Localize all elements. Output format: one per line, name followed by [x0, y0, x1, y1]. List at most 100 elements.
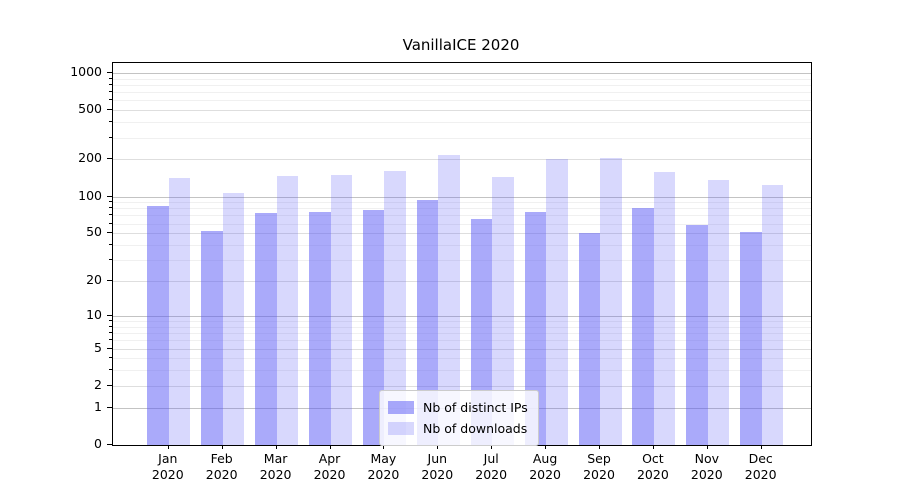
plot-area [112, 62, 812, 446]
y-tick-1 [107, 406, 112, 408]
x-tick-feb [221, 445, 223, 449]
bar-oct-downloads [653, 171, 676, 445]
legend-swatch-distinct-ips [388, 401, 414, 414]
x-tick-mar [275, 445, 277, 449]
y-tick-label-20: 20 [86, 272, 102, 287]
gridline-minor [113, 223, 811, 225]
legend-swatch-downloads [388, 422, 414, 435]
gridline-minor [113, 326, 811, 328]
y-minor-tick [109, 339, 112, 341]
x-tick-label-jan: Jan 2020 [151, 451, 184, 482]
gridline-minor [113, 358, 811, 360]
x-tick-aug [545, 445, 547, 449]
x-tick-jul [491, 445, 493, 449]
y-minor-tick [109, 320, 112, 321]
gridline-minor [113, 260, 811, 262]
bar-mar-distinct-ips [255, 212, 277, 445]
bar-jul-distinct-ips [470, 219, 493, 445]
bar-nov-downloads [707, 180, 730, 445]
legend-item-distinct-ips: Nb of distinct IPs [388, 397, 528, 418]
gridline-minor [113, 370, 811, 372]
gridline-500 [113, 110, 811, 112]
y-minor-tick [109, 136, 112, 138]
gridline-minor [113, 202, 811, 204]
y-minor-tick [109, 222, 112, 224]
y-tick-label-1000: 1000 [70, 63, 102, 79]
bar-mar-downloads [276, 175, 299, 445]
bar-may-distinct-ips [362, 209, 385, 445]
y-tick-10 [107, 314, 112, 316]
x-tick-label-apr: Apr 2020 [313, 451, 346, 482]
y-tick-200 [107, 158, 112, 160]
gridline-minor [113, 215, 811, 217]
bar-apr-downloads [330, 175, 352, 445]
gridline-1000 [113, 72, 811, 74]
x-tick-nov [706, 445, 708, 449]
gridline-200 [113, 159, 811, 161]
bar-jun-distinct-ips [416, 200, 439, 445]
gridline-5 [113, 348, 811, 350]
x-tick-label-may: May 2020 [367, 451, 400, 482]
x-tick-label-sep: Sep 2020 [583, 451, 615, 482]
x-tick-apr [329, 445, 331, 449]
x-tick-jun [437, 445, 439, 449]
y-tick-1000 [107, 71, 112, 73]
gridline-100 [113, 196, 811, 198]
gridline-minor [113, 122, 811, 124]
y-tick-label-100: 100 [78, 187, 102, 203]
gridline-minor [113, 137, 811, 139]
bar-aug-downloads [546, 159, 568, 445]
y-tick-2 [107, 384, 112, 386]
gridline-minor [113, 208, 811, 210]
y-tick-label-50: 50 [86, 224, 102, 240]
x-tick-oct [652, 445, 654, 449]
x-tick-label-oct: Oct 2020 [636, 451, 669, 482]
x-tick-label-aug: Aug 2020 [529, 451, 561, 482]
y-tick-500 [107, 109, 112, 111]
x-tick-may [383, 445, 385, 449]
y-minor-tick [109, 201, 112, 203]
y-minor-tick [109, 121, 112, 123]
y-minor-tick [109, 357, 112, 359]
bar-sep-downloads [600, 158, 622, 445]
gridline-50 [113, 233, 811, 235]
y-tick-50 [107, 232, 112, 234]
x-tick-label-feb: Feb 2020 [205, 451, 238, 482]
gridline-minor [113, 321, 811, 322]
gridline-minor [113, 84, 811, 86]
y-minor-tick [109, 91, 112, 93]
y-minor-tick [109, 259, 112, 261]
x-tick-jan [167, 445, 169, 449]
y-tick-0 [107, 444, 112, 445]
y-tick-label-1: 1 [94, 398, 102, 414]
y-tick-100 [107, 195, 112, 197]
x-tick-label-jul: Jul 2020 [475, 451, 508, 482]
gridline-minor [113, 78, 811, 80]
y-tick-label-2: 2 [94, 376, 102, 392]
bar-nov-distinct-ips [686, 225, 708, 445]
chart-title: VanillaICE 2020 [402, 36, 520, 54]
bar-jul-downloads [492, 177, 514, 445]
legend-item-downloads: Nb of downloads [388, 418, 528, 439]
bar-sep-distinct-ips [578, 233, 600, 445]
bar-apr-distinct-ips [309, 211, 331, 445]
bar-may-downloads [384, 171, 406, 445]
bar-aug-distinct-ips [524, 211, 547, 445]
y-tick-20 [107, 280, 112, 281]
bar-feb-distinct-ips [201, 231, 223, 445]
gridline-2 [113, 385, 811, 387]
y-minor-tick [109, 369, 112, 371]
x-tick-dec [760, 445, 762, 449]
y-minor-tick [109, 325, 112, 327]
x-tick-label-mar: Mar 2020 [259, 451, 292, 482]
y-tick-label-500: 500 [78, 101, 102, 117]
bar-feb-downloads [222, 192, 245, 445]
gridline-minor [113, 340, 811, 342]
y-minor-tick [109, 214, 112, 216]
legend-label-distinct-ips: Nb of distinct IPs [423, 400, 528, 415]
gridline-10 [113, 315, 811, 317]
legend-label-downloads: Nb of downloads [423, 421, 528, 436]
gridline-minor [113, 333, 811, 334]
y-tick-label-0: 0 [94, 436, 102, 451]
